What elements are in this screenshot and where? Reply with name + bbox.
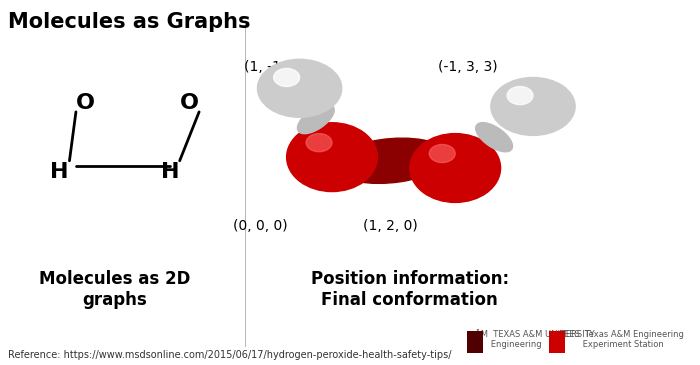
Ellipse shape xyxy=(507,87,533,105)
Text: (-1, 3, 3): (-1, 3, 3) xyxy=(438,59,498,74)
Ellipse shape xyxy=(274,68,300,87)
Ellipse shape xyxy=(306,134,332,152)
FancyBboxPatch shape xyxy=(467,331,483,353)
Text: H: H xyxy=(50,162,69,182)
Text: H: H xyxy=(161,162,179,182)
Ellipse shape xyxy=(476,123,512,152)
Text: (0, 0, 0): (0, 0, 0) xyxy=(233,219,288,233)
Text: TEES  Texas A&M Engineering
         Experiment Station: TEES Texas A&M Engineering Experiment St… xyxy=(559,330,684,349)
FancyBboxPatch shape xyxy=(550,331,566,353)
Text: (1, 2, 0): (1, 2, 0) xyxy=(363,219,418,233)
Text: O: O xyxy=(180,93,199,113)
Ellipse shape xyxy=(410,134,500,203)
Text: O: O xyxy=(76,93,95,113)
Text: Position information:
Final conformation: Position information: Final conformation xyxy=(311,270,509,309)
Ellipse shape xyxy=(333,138,447,183)
Ellipse shape xyxy=(258,59,342,117)
Ellipse shape xyxy=(491,77,575,135)
Ellipse shape xyxy=(429,145,455,162)
Ellipse shape xyxy=(298,104,334,134)
Text: (1, -1, 2): (1, -1, 2) xyxy=(244,59,304,74)
Text: ĀМ  TEXAS A&M UNIVERSITY
      Engineering: ĀМ TEXAS A&M UNIVERSITY Engineering xyxy=(475,330,594,349)
Text: Reference: https://www.msdsonline.com/2015/06/17/hydrogen-peroxide-health-safety: Reference: https://www.msdsonline.com/20… xyxy=(8,350,452,360)
Text: Molecules as 2D
graphs: Molecules as 2D graphs xyxy=(39,270,190,309)
Text: Molecules as Graphs: Molecules as Graphs xyxy=(8,12,251,32)
Ellipse shape xyxy=(286,123,377,192)
